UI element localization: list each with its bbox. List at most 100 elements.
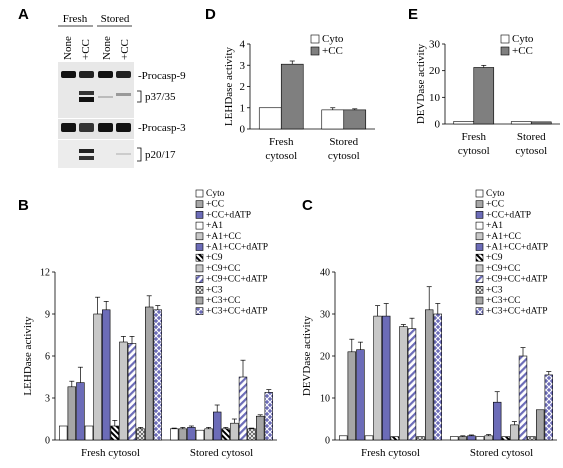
legend-swatch	[475, 189, 484, 198]
bar	[67, 386, 77, 441]
legend-swatch	[195, 285, 204, 294]
legend-entry: +CC	[322, 45, 343, 57]
band-p35-lane2	[79, 97, 94, 102]
bar	[424, 309, 434, 441]
y-tick-label: 20	[320, 352, 330, 363]
y-tick-label: 0	[435, 119, 441, 131]
bar	[187, 427, 196, 441]
blot-lane-label-2: +CC	[80, 39, 92, 60]
bar	[364, 435, 374, 441]
legend-swatch	[475, 253, 484, 262]
bar	[535, 409, 545, 441]
legend-swatch	[195, 211, 204, 219]
x-category-label: cytosol	[265, 150, 297, 162]
bar	[136, 428, 145, 441]
bar	[484, 435, 493, 441]
band-procasp9-lane2	[79, 71, 94, 78]
legend-entry: +A1	[206, 221, 223, 231]
bar	[338, 435, 348, 441]
band-procasp3-lane3	[98, 123, 113, 132]
y-tick-label: 4	[240, 39, 246, 51]
bar	[381, 315, 391, 441]
x-category-label: Stored cytosol	[190, 447, 253, 459]
legend-entry: +A1+CC+dATP	[486, 243, 548, 253]
bar	[492, 401, 502, 441]
bar	[399, 326, 408, 441]
y-tick-label: 20	[429, 65, 441, 77]
band-procasp3-lane4	[116, 123, 131, 132]
legend-entry: +C3+CC	[206, 296, 240, 306]
bar	[449, 436, 459, 441]
legend-entry: Cyto	[486, 189, 505, 199]
bar	[238, 376, 248, 441]
legend-entry: +A1+CC	[486, 232, 521, 242]
bar	[230, 422, 239, 441]
band-p37-lane2	[79, 91, 94, 95]
legend-swatch	[475, 211, 484, 219]
legend-entry: +C9+CC+dATP	[486, 275, 547, 285]
x-category-label: Stored	[517, 131, 546, 143]
band-procasp9-lane1	[61, 71, 76, 78]
band-p17-lane4	[116, 153, 131, 155]
blot-strip-upper	[58, 62, 134, 118]
bar	[356, 349, 365, 441]
band-p20-lane2	[79, 149, 94, 153]
y-tick-label: 30	[320, 310, 330, 321]
bar	[119, 341, 128, 441]
legend-swatch	[475, 307, 484, 316]
bar	[407, 328, 417, 441]
y-tick-label: 40	[320, 268, 330, 279]
bar	[467, 435, 476, 441]
bar	[433, 313, 442, 441]
bar	[347, 351, 356, 441]
blot-bracket-p20	[137, 147, 142, 162]
band-p17-lane2	[79, 156, 94, 160]
blot-label-procasp9: -Procasp-9	[138, 70, 186, 82]
blot-lane-label-4: +CC	[119, 39, 131, 60]
legend-entry: +CC	[512, 45, 533, 57]
legend-swatch	[195, 253, 204, 262]
y-tick-label: 3	[45, 394, 50, 405]
bar	[58, 425, 68, 441]
x-category-label: cytosol	[515, 145, 547, 157]
legend-swatch	[195, 221, 204, 230]
legend-swatch	[195, 200, 204, 208]
legend-entry: Cyto	[206, 189, 225, 199]
bar	[258, 107, 282, 130]
bar	[530, 121, 552, 125]
y-tick-label: 12	[40, 268, 50, 279]
legend-entry: Cyto	[322, 33, 344, 45]
bar	[390, 436, 399, 441]
band-procasp3-lane2	[79, 123, 94, 132]
legend-swatch	[195, 243, 204, 251]
chart-d: D 0 1 2 3 4 LEHDase activity Fresh cytosol Stored…	[205, 6, 375, 162]
legend-entry: +A1+CC	[206, 232, 241, 242]
y-axis-label: DEVDase activity	[301, 315, 313, 396]
legend-entry: +CC+dATP	[486, 210, 531, 220]
bar	[247, 428, 256, 441]
bar	[264, 392, 273, 441]
legend-swatch	[310, 34, 320, 44]
legend-swatch	[195, 264, 204, 273]
y-tick-label: 6	[45, 352, 50, 363]
bar	[343, 109, 367, 130]
legend-swatch	[195, 296, 204, 305]
legend-swatch	[195, 189, 204, 198]
bar	[510, 424, 519, 441]
bar	[84, 425, 94, 441]
bar	[458, 436, 467, 441]
legend-swatch	[500, 46, 510, 56]
blot-group-fresh: Fresh	[63, 13, 88, 25]
y-axis-label: DEVDase activity	[415, 43, 427, 124]
bar	[321, 109, 345, 130]
blot-lane-label-3: None	[101, 36, 113, 60]
bar	[93, 313, 102, 441]
bar	[501, 436, 510, 441]
legend-swatch	[195, 307, 204, 316]
bar	[127, 343, 137, 441]
x-category-label: Fresh	[462, 131, 487, 143]
legend-swatch	[475, 232, 484, 241]
bar	[76, 382, 85, 441]
legend-entry: +A1	[486, 221, 503, 231]
